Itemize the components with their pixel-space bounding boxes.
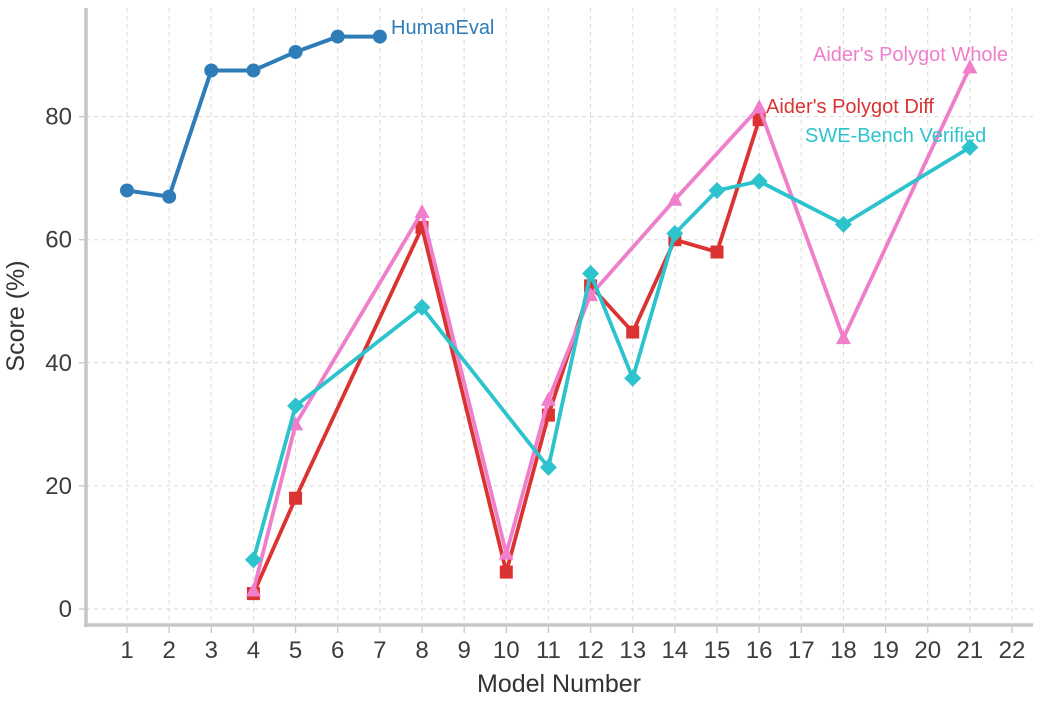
data-point [710, 245, 724, 259]
data-point [667, 191, 683, 206]
series-line [251, 145, 972, 562]
x-tick-label: 11 [536, 637, 561, 664]
x-tick-label: 8 [415, 637, 428, 664]
y-tick-label: 0 [59, 596, 72, 623]
data-point [162, 189, 177, 204]
data-point [624, 369, 642, 387]
data-point [540, 391, 556, 406]
gridlines [86, 8, 1033, 625]
x-tick-label: 9 [457, 637, 470, 664]
x-tick-labels: 1 2 3 4 5 6 7 8 9 10 11 12 13 14 15 16 17 18 19 20 21 22 [120, 637, 1025, 664]
data-point [626, 325, 640, 339]
x-tick-label: 17 [788, 637, 815, 664]
data-point [289, 491, 303, 505]
data-point [750, 172, 768, 190]
axes-spines [84, 8, 1033, 627]
y-tick-label: 60 [45, 227, 72, 254]
x-tick-label: 7 [373, 637, 386, 664]
series-label-aider-s-polygot-diff: Aider's Polygot Diff [766, 96, 934, 118]
x-tick-label: 4 [247, 637, 260, 664]
x-tick-label: 14 [662, 637, 689, 664]
x-tick-label: 15 [704, 637, 731, 664]
series-humaneval [120, 29, 387, 204]
series-label-humaneval: HumanEval [391, 17, 494, 39]
series-label-swe-bench-verified: SWE-Bench Verified [805, 125, 986, 147]
x-tick-label: 1 [120, 637, 133, 664]
x-tick-label: 12 [577, 637, 604, 664]
series-aider-s-polygot-whole [245, 59, 978, 597]
x-tick-label: 5 [289, 637, 302, 664]
y-axis-label: Score (%) [2, 260, 30, 371]
x-tick-label: 3 [205, 637, 218, 664]
x-tick-label: 10 [493, 637, 520, 664]
data-point [582, 265, 600, 283]
x-tick-label: 2 [162, 637, 175, 664]
data-point [288, 44, 303, 59]
data-point [246, 63, 261, 78]
data-point [834, 215, 852, 233]
data-point [498, 545, 514, 560]
series-label-aider-s-polygot-whole: Aider's Polygot Whole [813, 44, 1008, 66]
x-tick-label: 13 [619, 637, 646, 664]
x-tick-label: 22 [999, 637, 1026, 664]
data-point [666, 225, 684, 243]
data-point [372, 29, 387, 44]
data-point [962, 59, 978, 74]
data-point [751, 99, 767, 114]
tick-marks [79, 115, 1013, 633]
data-point [204, 63, 219, 78]
x-tick-label: 6 [331, 637, 344, 664]
x-tick-label: 19 [872, 637, 899, 664]
data-point [708, 181, 726, 199]
series-inline-labels: HumanEval Aider's Polygot Whole Aider's Po… [391, 17, 1008, 147]
x-tick-label: 21 [957, 637, 984, 664]
data-point [835, 330, 851, 345]
series-line [251, 65, 972, 593]
data-point [330, 29, 345, 44]
data-point [245, 582, 261, 597]
data-point [120, 183, 134, 198]
series-swe-bench-verified [244, 138, 979, 569]
data-point [244, 551, 262, 569]
data-point [287, 397, 305, 415]
x-tick-label: 16 [746, 637, 773, 664]
y-tick-label: 40 [45, 350, 72, 377]
data-point [499, 565, 513, 579]
x-axis-label: Model Number [477, 670, 641, 698]
data-point [414, 204, 430, 219]
data-point [539, 458, 557, 476]
data-point [961, 138, 979, 156]
series-line [125, 34, 382, 199]
data-point [413, 298, 431, 316]
y-tick-labels: 0 20 40 60 80 [45, 104, 72, 623]
data-point [288, 416, 304, 431]
x-tick-label: 20 [914, 637, 941, 664]
y-tick-label: 20 [45, 473, 72, 500]
data-series [120, 29, 979, 601]
y-tick-label: 80 [45, 104, 72, 131]
x-tick-label: 18 [830, 637, 857, 664]
